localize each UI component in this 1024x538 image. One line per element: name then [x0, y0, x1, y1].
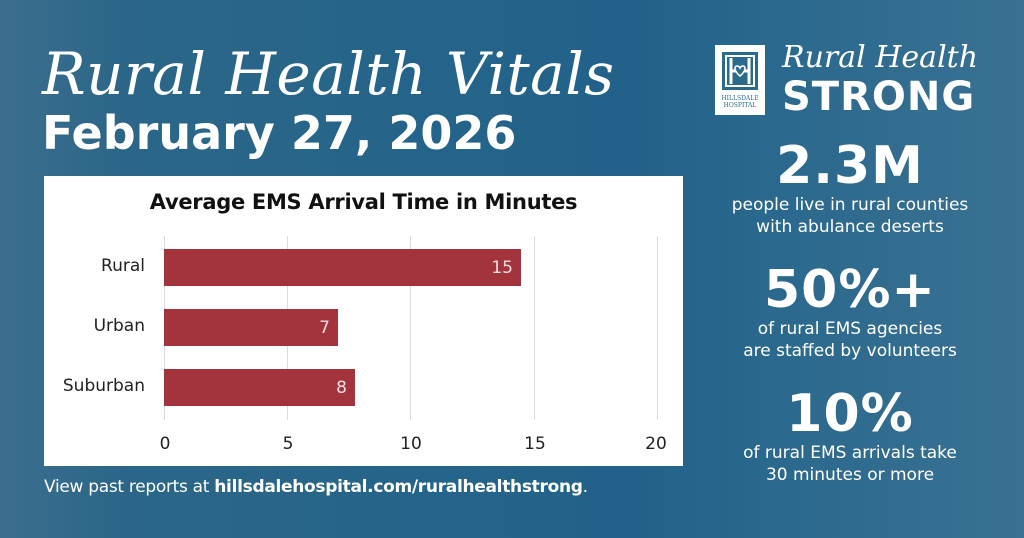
- brand-strong: STRONG: [782, 74, 976, 120]
- x-tick-5: 5: [282, 434, 294, 454]
- stat-long-arrivals: 10% of rural EMS arrivals take 30 minute…: [700, 386, 1000, 486]
- report-date: February 27, 2026: [42, 106, 517, 160]
- hospital-logo: HILLSDALE HOSPITAL: [715, 45, 765, 115]
- footer-prefix: View past reports at: [44, 477, 215, 497]
- chart-panel: Average EMS Arrival Time in Minutes Rura…: [44, 176, 683, 466]
- bar-value-urban: 7: [319, 317, 330, 338]
- bar-rural: 15: [164, 249, 521, 286]
- chart-title: Average EMS Arrival Time in Minutes: [149, 190, 578, 214]
- bar-value-suburban: 8: [336, 377, 347, 398]
- stat-desc-line2: 30 minutes or more: [765, 465, 935, 485]
- bar-urban: 7: [164, 309, 338, 346]
- stat-desc-line2: with abulance deserts: [756, 217, 944, 237]
- x-tick-0: 0: [159, 434, 171, 454]
- stat-value: 10%: [786, 384, 914, 444]
- stat-desc-line1: people live in rural counties: [731, 195, 969, 215]
- footer-suffix: .: [582, 477, 588, 497]
- stat-value: 50%+: [763, 260, 937, 320]
- bar-suburban: 8: [164, 369, 355, 406]
- category-label-urban: Urban: [93, 316, 145, 336]
- bar-value-rural: 15: [491, 257, 513, 278]
- stat-ambulance-deserts: 2.3M people live in rural counties with …: [700, 138, 1000, 238]
- logo-mark-icon: [722, 52, 758, 90]
- logo-text-line1: HILLSDALE: [721, 95, 759, 102]
- brand-script: Rural Health: [782, 40, 979, 75]
- h-heart-icon: [725, 55, 755, 87]
- footer-link[interactable]: hillsdalehospital.com/ruralhealthstrong: [214, 477, 583, 497]
- gridline-15: [534, 236, 535, 420]
- x-tick-10: 10: [400, 434, 422, 454]
- logo-text-line2: HOSPITAL: [723, 102, 757, 109]
- category-label-rural: Rural: [101, 256, 145, 276]
- stat-desc-line2: are staffed by volunteers: [743, 341, 957, 361]
- footer-note: View past reports at hillsdalehospital.c…: [44, 477, 588, 497]
- category-label-suburban: Suburban: [62, 376, 145, 396]
- title-script: Rural Health Vitals: [42, 40, 615, 108]
- gridline-20: [657, 236, 658, 420]
- stat-desc-line1: of rural EMS arrivals take: [743, 443, 957, 463]
- stat-volunteer-agencies: 50%+ of rural EMS agencies are staffed b…: [700, 262, 1000, 362]
- x-tick-15: 15: [524, 434, 546, 454]
- stat-value: 2.3M: [776, 136, 924, 196]
- x-tick-20: 20: [645, 434, 667, 454]
- stat-desc-line1: of rural EMS agencies: [757, 319, 943, 339]
- gridline-10: [410, 236, 411, 420]
